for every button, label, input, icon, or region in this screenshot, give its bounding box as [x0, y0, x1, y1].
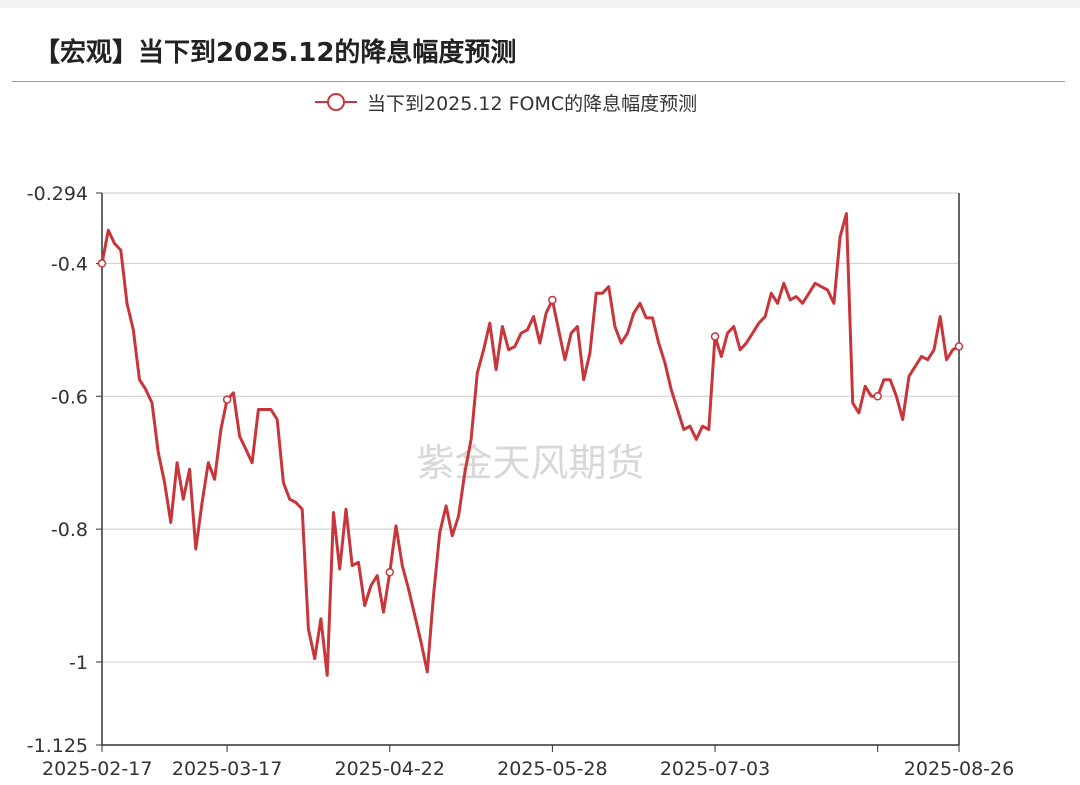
y-tick-label: -0.294 — [27, 183, 88, 205]
y-tick-label: -1 — [69, 652, 88, 674]
series-line — [100, 212, 961, 677]
data-point[interactable] — [385, 568, 395, 577]
data-point[interactable] — [710, 332, 720, 341]
legend[interactable]: 当下到2025.12 FOMC的降息幅度预测 — [313, 88, 697, 116]
x-tick-label: 2025-02-17 — [42, 758, 152, 780]
y-tick-label: -1.125 — [27, 735, 88, 757]
data-point[interactable] — [954, 342, 964, 351]
x-tick-label: 2025-05-28 — [497, 758, 607, 780]
x-tick-label: 2025-04-22 — [335, 758, 445, 780]
x-tick-label: 2025-03-17 — [172, 758, 282, 780]
x-tick-label: 2025-08-26 — [904, 758, 1014, 780]
y-tick-label: -0.8 — [51, 519, 88, 541]
legend-label: 当下到2025.12 FOMC的降息幅度预测 — [367, 92, 698, 115]
page-title: 【宏观】当下到2025.12的降息幅度预测 — [34, 38, 517, 68]
data-point[interactable] — [873, 392, 882, 401]
data-point[interactable] — [97, 259, 107, 268]
data-point[interactable] — [222, 395, 232, 404]
top-strip — [0, 0, 1080, 8]
x-tick-label: 2025-07-03 — [660, 758, 770, 780]
y-tick-label: -0.6 — [51, 386, 88, 408]
data-point[interactable] — [548, 295, 557, 305]
legend-line-marker-icon — [315, 93, 357, 111]
watermark-text: 紫金天风期货 — [416, 441, 644, 485]
y-tick-label: -0.4 — [51, 253, 88, 275]
title-divider — [12, 81, 1065, 82]
